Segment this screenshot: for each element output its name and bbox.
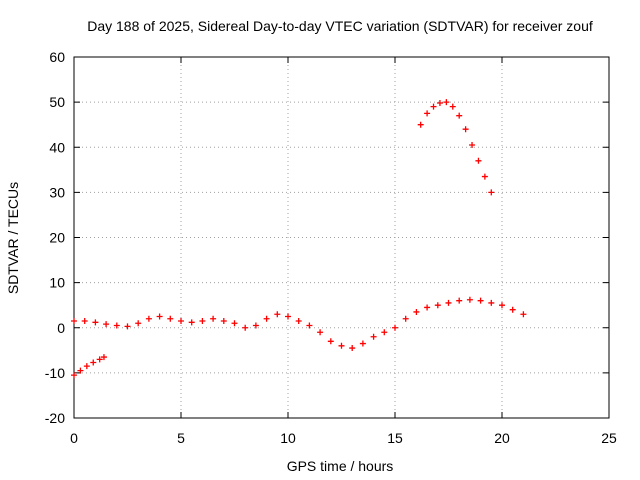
axis-ticks: 0 5 10 15 20 25 -20 -10 0 10 20 30 40 50 60 bbox=[45, 49, 617, 446]
data-point bbox=[306, 322, 313, 329]
data-point bbox=[477, 297, 484, 304]
data-point bbox=[488, 299, 495, 306]
data-point bbox=[424, 110, 431, 117]
data-point bbox=[71, 372, 77, 379]
data-point bbox=[199, 317, 206, 324]
data-point bbox=[71, 317, 77, 324]
grid bbox=[74, 57, 609, 418]
data-point bbox=[113, 322, 120, 329]
data-point bbox=[274, 311, 281, 318]
chart-title: Day 188 of 2025, Sidereal Day-to-day VTE… bbox=[87, 18, 593, 34]
data-point bbox=[417, 121, 424, 128]
data-point bbox=[285, 313, 291, 320]
data-point bbox=[220, 317, 227, 324]
x-tick-label: 25 bbox=[601, 430, 617, 446]
x-tick-label: 15 bbox=[387, 430, 403, 446]
data-point bbox=[81, 317, 88, 324]
data-point bbox=[317, 329, 324, 336]
data-point bbox=[469, 141, 476, 148]
data-point bbox=[77, 367, 84, 374]
data-point bbox=[456, 112, 463, 119]
data-point bbox=[402, 315, 409, 322]
y-tick-label: 30 bbox=[49, 184, 65, 200]
data-point bbox=[509, 306, 516, 313]
data-point bbox=[135, 320, 142, 327]
data-point bbox=[449, 103, 456, 110]
data-point bbox=[481, 173, 488, 180]
y-tick-label: 20 bbox=[49, 230, 65, 246]
data-point bbox=[466, 296, 473, 303]
y-tick-label: -10 bbox=[45, 365, 65, 381]
data-point bbox=[430, 103, 437, 110]
data-point bbox=[90, 359, 97, 366]
data-point bbox=[124, 323, 131, 330]
data-point bbox=[252, 322, 259, 329]
data-point bbox=[103, 321, 110, 328]
y-tick-label: 50 bbox=[49, 94, 65, 110]
data-point bbox=[520, 311, 527, 318]
data-point bbox=[338, 342, 345, 349]
y-tick-label: 0 bbox=[57, 320, 65, 336]
data-point bbox=[92, 319, 99, 326]
series-high-arc bbox=[417, 99, 495, 196]
data-point bbox=[499, 302, 505, 309]
x-tick-label: 5 bbox=[177, 430, 185, 446]
data-point bbox=[424, 304, 431, 311]
data-point bbox=[178, 317, 184, 324]
data-point bbox=[327, 338, 334, 345]
series-main-band bbox=[71, 296, 527, 352]
data-point bbox=[392, 324, 398, 331]
x-axis-title: GPS time / hours bbox=[287, 458, 394, 474]
data-point bbox=[359, 340, 366, 347]
y-tick-label: 40 bbox=[49, 139, 65, 155]
series-early-segment bbox=[71, 354, 107, 379]
data-point bbox=[210, 315, 217, 322]
data-point bbox=[100, 354, 107, 361]
y-tick-label: -20 bbox=[45, 410, 65, 426]
data-point bbox=[462, 126, 469, 133]
data-point bbox=[445, 299, 452, 306]
data-point bbox=[295, 317, 302, 324]
data-point bbox=[83, 363, 90, 370]
data-point bbox=[370, 333, 377, 340]
data-point bbox=[475, 157, 482, 164]
data-point bbox=[436, 100, 443, 107]
x-tick-label: 0 bbox=[70, 430, 78, 446]
y-axis-title: SDTVAR / TECUs bbox=[5, 182, 21, 294]
y-tick-label: 10 bbox=[49, 275, 65, 291]
x-tick-label: 20 bbox=[494, 430, 510, 446]
data-point bbox=[156, 313, 163, 320]
data-point bbox=[167, 315, 174, 322]
y-tick-label: 60 bbox=[49, 49, 65, 65]
data-point bbox=[231, 320, 238, 327]
data-point bbox=[188, 319, 195, 326]
data-point bbox=[96, 356, 103, 363]
data-point bbox=[434, 302, 441, 309]
data-point bbox=[413, 308, 420, 315]
data-point bbox=[242, 324, 249, 331]
data-point bbox=[488, 189, 495, 196]
data-point bbox=[456, 297, 463, 304]
data-point bbox=[443, 99, 450, 106]
data-points bbox=[71, 99, 527, 379]
data-point bbox=[145, 315, 152, 322]
data-point bbox=[263, 315, 270, 322]
data-point bbox=[381, 329, 388, 336]
data-point bbox=[349, 345, 356, 352]
x-tick-label: 10 bbox=[280, 430, 296, 446]
